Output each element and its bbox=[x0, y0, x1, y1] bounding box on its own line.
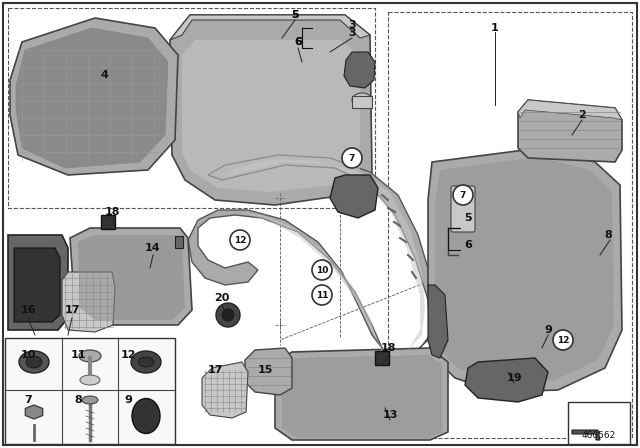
Polygon shape bbox=[435, 157, 614, 382]
FancyBboxPatch shape bbox=[568, 402, 630, 444]
Polygon shape bbox=[78, 235, 185, 320]
Circle shape bbox=[453, 185, 473, 205]
Ellipse shape bbox=[79, 350, 101, 362]
Text: 9: 9 bbox=[544, 325, 552, 335]
Text: 5: 5 bbox=[291, 10, 299, 20]
Text: 16: 16 bbox=[20, 305, 36, 315]
FancyBboxPatch shape bbox=[352, 96, 372, 108]
Text: 6: 6 bbox=[464, 240, 472, 250]
Text: 12: 12 bbox=[557, 336, 569, 345]
FancyBboxPatch shape bbox=[175, 236, 183, 248]
Ellipse shape bbox=[80, 375, 100, 385]
FancyBboxPatch shape bbox=[375, 351, 389, 365]
Circle shape bbox=[342, 148, 362, 168]
Circle shape bbox=[222, 309, 234, 321]
Ellipse shape bbox=[131, 351, 161, 373]
Ellipse shape bbox=[132, 399, 160, 434]
Polygon shape bbox=[70, 228, 192, 325]
Ellipse shape bbox=[19, 351, 49, 373]
Circle shape bbox=[312, 285, 332, 305]
Polygon shape bbox=[170, 15, 372, 205]
Text: 6: 6 bbox=[294, 37, 302, 47]
Text: 11: 11 bbox=[70, 350, 86, 360]
Polygon shape bbox=[202, 362, 248, 418]
Text: 14: 14 bbox=[145, 243, 161, 253]
Text: 17: 17 bbox=[207, 365, 223, 375]
Text: 17: 17 bbox=[64, 305, 80, 315]
Ellipse shape bbox=[26, 356, 42, 368]
Text: 5: 5 bbox=[464, 213, 472, 223]
Text: 4: 4 bbox=[100, 70, 108, 80]
Polygon shape bbox=[465, 358, 548, 402]
Polygon shape bbox=[8, 235, 68, 330]
FancyBboxPatch shape bbox=[3, 3, 637, 445]
Text: 12: 12 bbox=[120, 350, 136, 360]
Polygon shape bbox=[518, 100, 622, 120]
Polygon shape bbox=[330, 175, 378, 218]
Circle shape bbox=[312, 260, 332, 280]
Text: 15: 15 bbox=[257, 365, 273, 375]
Polygon shape bbox=[10, 18, 178, 175]
Text: 12: 12 bbox=[234, 236, 246, 245]
Polygon shape bbox=[282, 355, 442, 438]
FancyBboxPatch shape bbox=[5, 338, 175, 444]
Circle shape bbox=[230, 230, 250, 250]
Polygon shape bbox=[62, 272, 115, 332]
Polygon shape bbox=[428, 148, 622, 392]
Polygon shape bbox=[14, 248, 60, 322]
Text: 3: 3 bbox=[348, 20, 356, 30]
Text: 19: 19 bbox=[506, 373, 522, 383]
Polygon shape bbox=[170, 15, 370, 40]
Polygon shape bbox=[26, 405, 43, 419]
Text: 6: 6 bbox=[294, 37, 302, 47]
Text: 7: 7 bbox=[460, 190, 466, 199]
Text: 10: 10 bbox=[20, 350, 36, 360]
Text: 10: 10 bbox=[316, 266, 328, 275]
Ellipse shape bbox=[352, 93, 372, 107]
FancyBboxPatch shape bbox=[101, 215, 115, 229]
Text: 7: 7 bbox=[349, 154, 355, 163]
Text: 8: 8 bbox=[74, 395, 82, 405]
Text: 3: 3 bbox=[348, 28, 356, 38]
Polygon shape bbox=[518, 100, 622, 162]
Text: 2: 2 bbox=[578, 110, 586, 120]
Polygon shape bbox=[215, 160, 425, 356]
Text: 18: 18 bbox=[104, 207, 120, 217]
Circle shape bbox=[553, 330, 573, 350]
Text: 9: 9 bbox=[124, 395, 132, 405]
Ellipse shape bbox=[454, 191, 472, 203]
Text: 460562: 460562 bbox=[582, 431, 616, 440]
Polygon shape bbox=[16, 28, 168, 168]
Text: 20: 20 bbox=[214, 293, 230, 303]
Ellipse shape bbox=[82, 396, 98, 404]
Text: 18: 18 bbox=[380, 343, 396, 353]
Polygon shape bbox=[275, 348, 448, 440]
Polygon shape bbox=[188, 155, 432, 360]
Text: 8: 8 bbox=[604, 230, 612, 240]
FancyBboxPatch shape bbox=[451, 186, 475, 232]
Text: 5: 5 bbox=[291, 10, 299, 20]
Polygon shape bbox=[572, 430, 600, 440]
Text: 13: 13 bbox=[382, 410, 397, 420]
Polygon shape bbox=[428, 285, 448, 358]
Polygon shape bbox=[245, 348, 292, 395]
Text: 7: 7 bbox=[24, 395, 32, 405]
Text: 11: 11 bbox=[316, 290, 328, 300]
Circle shape bbox=[216, 303, 240, 327]
Polygon shape bbox=[182, 40, 360, 192]
Text: 1: 1 bbox=[491, 23, 499, 33]
Ellipse shape bbox=[138, 357, 154, 367]
Polygon shape bbox=[344, 52, 375, 88]
